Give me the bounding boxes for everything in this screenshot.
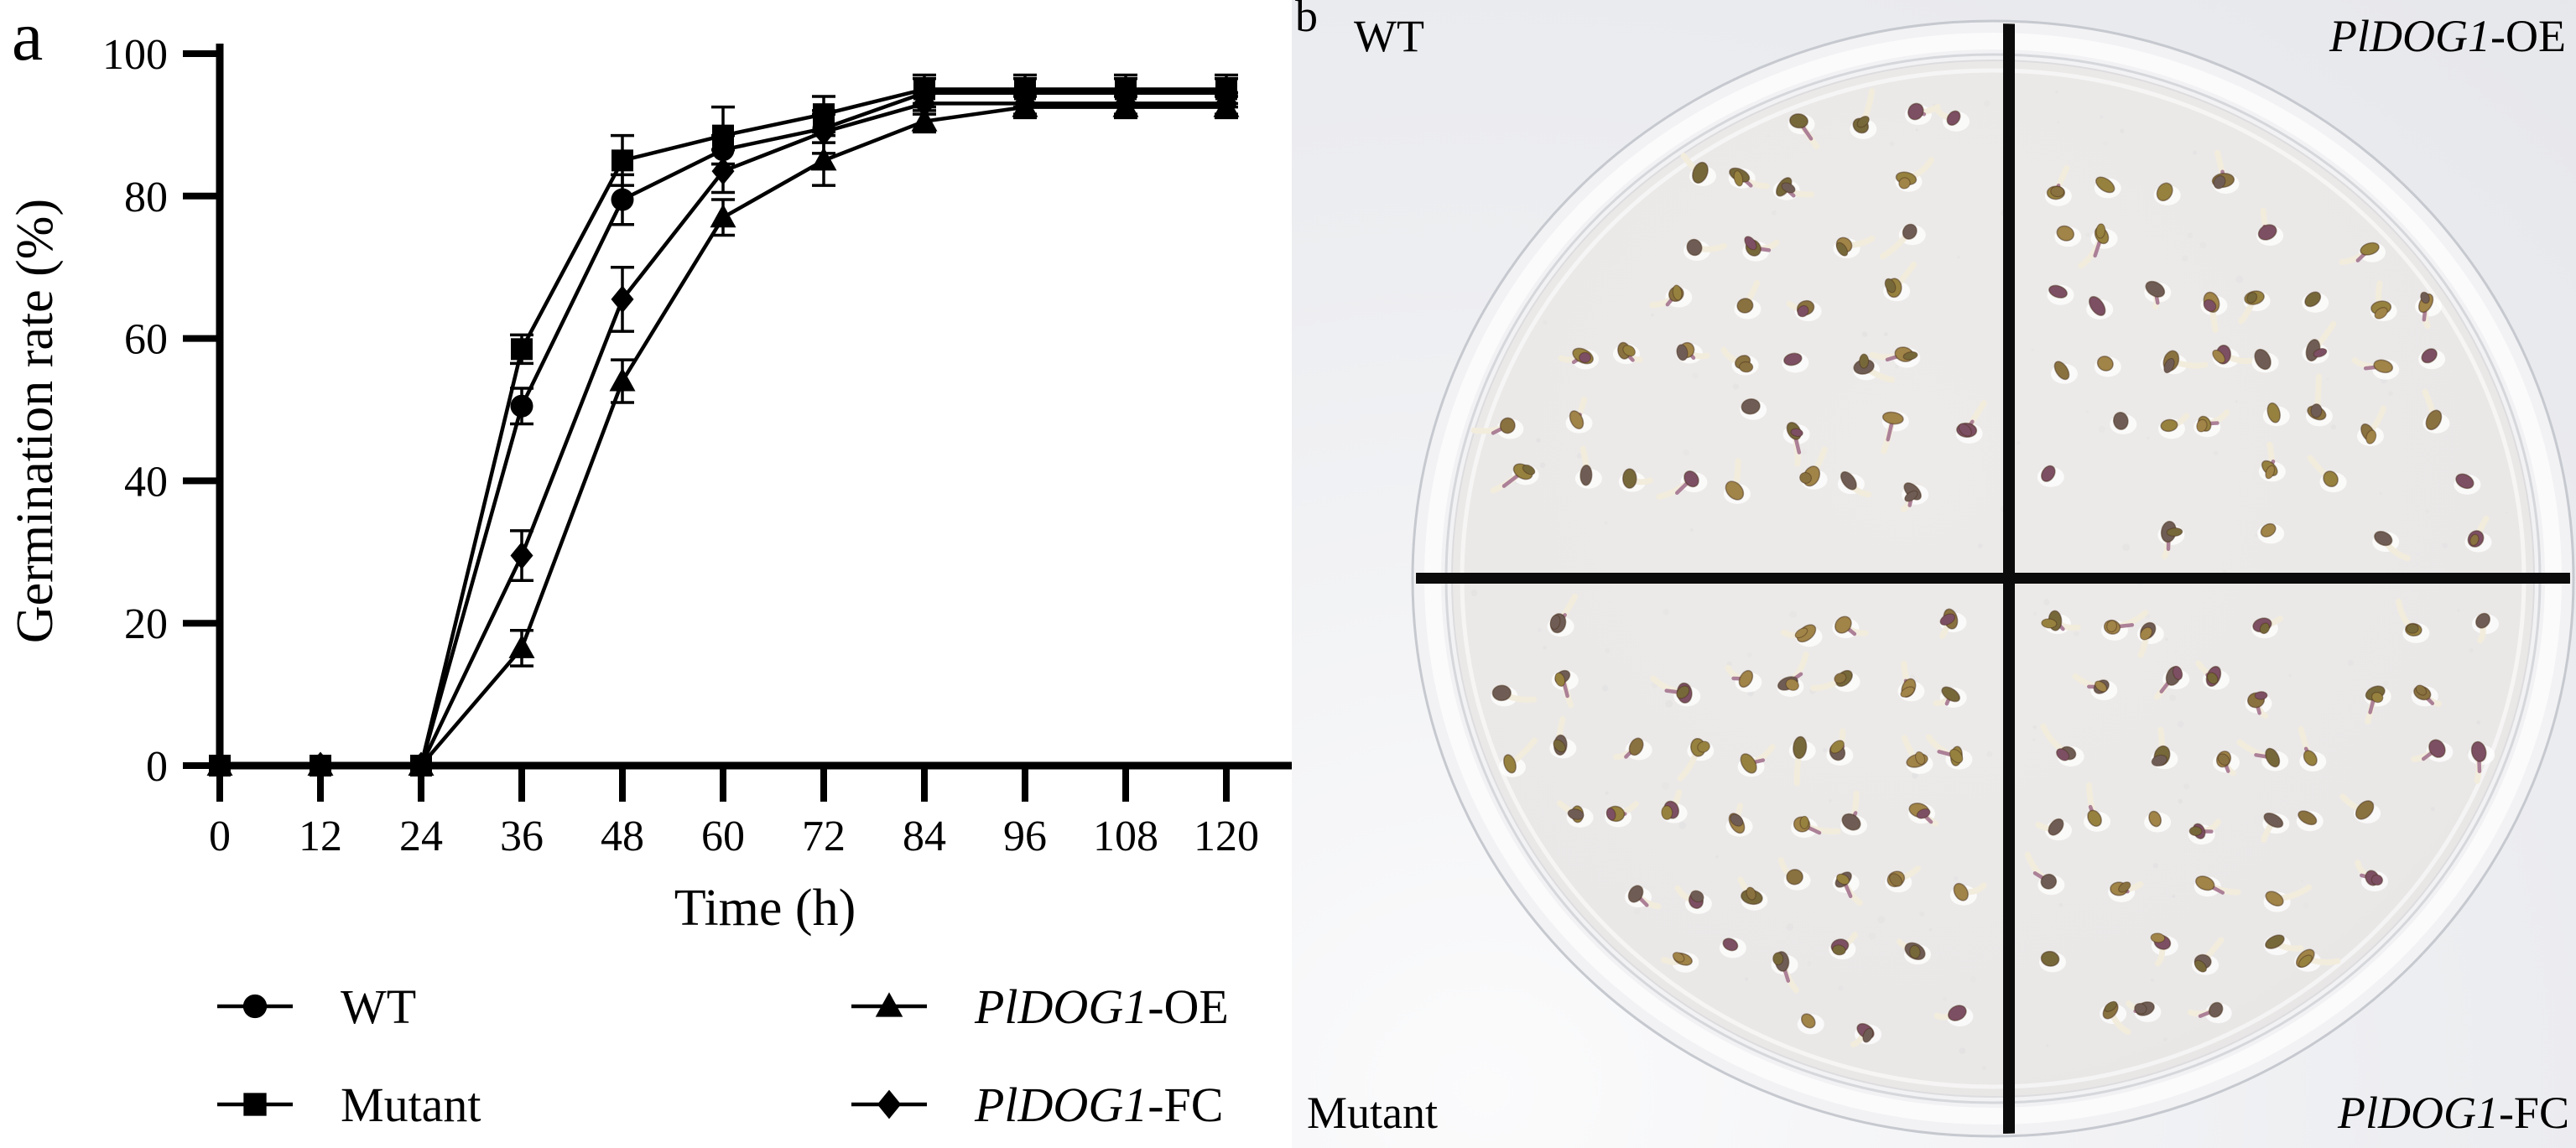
- y-tick-label: 80: [124, 174, 168, 221]
- y-tick-label: 20: [124, 600, 168, 648]
- axes: 0 20 40 60 80 100 0 12 24 36 48 60 72 84 96 108 120: [102, 31, 1292, 860]
- divider-horizontal: [1416, 573, 2570, 584]
- x-axis-title: Time (h): [674, 880, 856, 937]
- x-tick-label: 120: [1194, 813, 1259, 860]
- series-Mutant: [209, 73, 1238, 777]
- y-axis-title: Germination rate (%): [7, 198, 64, 644]
- seeds-quadrant-2: [2037, 149, 2492, 562]
- panel-a-label: a: [12, 0, 44, 75]
- legend-marker-circle-icon: [217, 994, 293, 1019]
- legend-item-pldog1-oe: PlDOG1-OE: [849, 979, 1229, 1034]
- seeds-quadrant-1: [1470, 88, 1987, 512]
- quadrant-label-pldog1-oe: PlDOG1-OE: [2329, 11, 2566, 61]
- seeds-quadrant-3: [1491, 594, 1987, 1047]
- x-tick-label: 72: [802, 813, 846, 860]
- germination-chart: 0 20 40 60 80 100 0 12 24 36 48 60 72 84 96 108 120: [102, 31, 1292, 860]
- panel-b-label: b: [1295, 0, 1318, 41]
- y-tick-label: 60: [124, 316, 168, 364]
- legend-marker-square-icon: [217, 1093, 293, 1116]
- y-tick-label: 0: [146, 743, 168, 791]
- x-tick-label: 48: [601, 813, 644, 860]
- quadrant-label-mutant: Mutant: [1307, 1088, 1438, 1138]
- petri-dish-photo: [1292, 0, 2576, 1148]
- legend-item-pldog1-fc: PlDOG1-FC: [849, 1077, 1224, 1132]
- legend-item-wt: WT: [215, 979, 417, 1034]
- quadrant-label-wt: WT: [1354, 11, 1424, 61]
- quadrant-label-pldog1-fc: PlDOG1-FC: [2337, 1088, 2569, 1138]
- y-tick-label: 100: [102, 31, 168, 79]
- x-tick-label: 0: [209, 813, 231, 860]
- quadrant-dividers: [1416, 23, 2570, 1134]
- seeds-quadrant-4: [2024, 598, 2500, 1035]
- legend-item-mutant: Mutant: [215, 1077, 481, 1132]
- x-tick-label: 60: [701, 813, 745, 860]
- legend-label-pldog1-oe: PlDOG1-OE: [975, 979, 1229, 1034]
- legend-marker-diamond-icon: [851, 1089, 927, 1119]
- x-tick-label: 12: [299, 813, 342, 860]
- x-tick-label: 96: [1003, 813, 1047, 860]
- x-tick-label: 84: [903, 813, 946, 860]
- series-FC: [208, 89, 1238, 780]
- legend-label-wt: WT: [341, 979, 417, 1034]
- legend-marker-triangle-icon: [851, 992, 927, 1017]
- y-tick-label: 40: [124, 458, 168, 506]
- x-tick-label: 24: [399, 813, 443, 860]
- panel-a-chart: 0 20 40 60 80 100 0 12 24 36 48 60 72 84 96 108 120 a Ge…: [7, 0, 1292, 1132]
- legend-label-pldog1-fc: PlDOG1-FC: [975, 1077, 1224, 1132]
- x-tick-label: 36: [500, 813, 544, 860]
- x-tick-label: 108: [1093, 813, 1158, 860]
- panel-b-photo: b WT PlDOG1-OE Mutant PlDOG1-FC: [1292, 0, 2576, 1148]
- series-OE: [206, 93, 1240, 776]
- legend-label-mutant: Mutant: [341, 1077, 481, 1132]
